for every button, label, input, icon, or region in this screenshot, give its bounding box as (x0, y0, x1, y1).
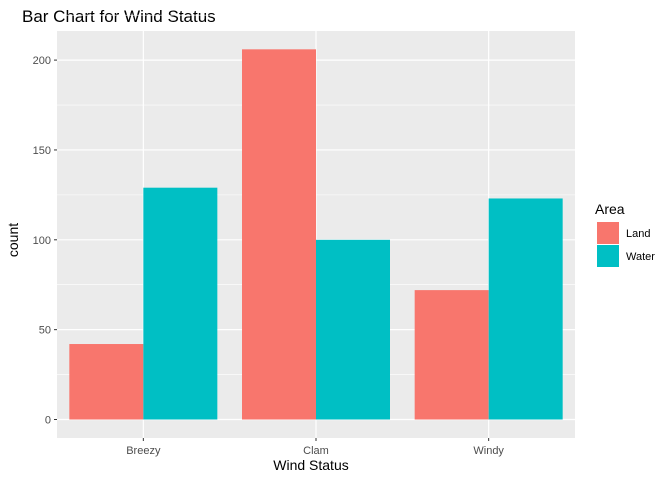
y-axis-title: count (5, 223, 21, 257)
x-tick-label: Windy (473, 445, 504, 457)
chart-title: Bar Chart for Wind Status (22, 7, 216, 26)
legend-label-land: Land (626, 228, 650, 240)
y-axis: 0 50 100 150 200 (33, 55, 57, 427)
bar-windy-land (414, 290, 489, 420)
legend-label-water: Water (626, 251, 655, 263)
bar-windy-water (488, 198, 563, 420)
bar-clam-water (316, 239, 390, 420)
y-tick-label: 0 (45, 415, 51, 427)
bar-breezy-land (69, 344, 144, 420)
bar-clam-land (242, 49, 316, 420)
legend-key-water (597, 245, 619, 267)
x-tick-label: Breezy (126, 445, 161, 457)
x-tick-label: Clam (303, 445, 329, 457)
y-tick-label: 100 (33, 235, 51, 247)
x-axis-title: Wind Status (273, 457, 348, 473)
legend-key-land (597, 222, 619, 244)
y-tick-label: 200 (33, 55, 51, 67)
bar-breezy-water (143, 187, 218, 420)
x-axis: Breezy Clam Windy (126, 438, 504, 457)
legend-title: Area (595, 201, 625, 217)
y-tick-label: 150 (33, 145, 51, 157)
y-tick-label: 50 (39, 325, 51, 337)
legend: Area Land Water (595, 201, 655, 267)
bars (69, 49, 563, 420)
